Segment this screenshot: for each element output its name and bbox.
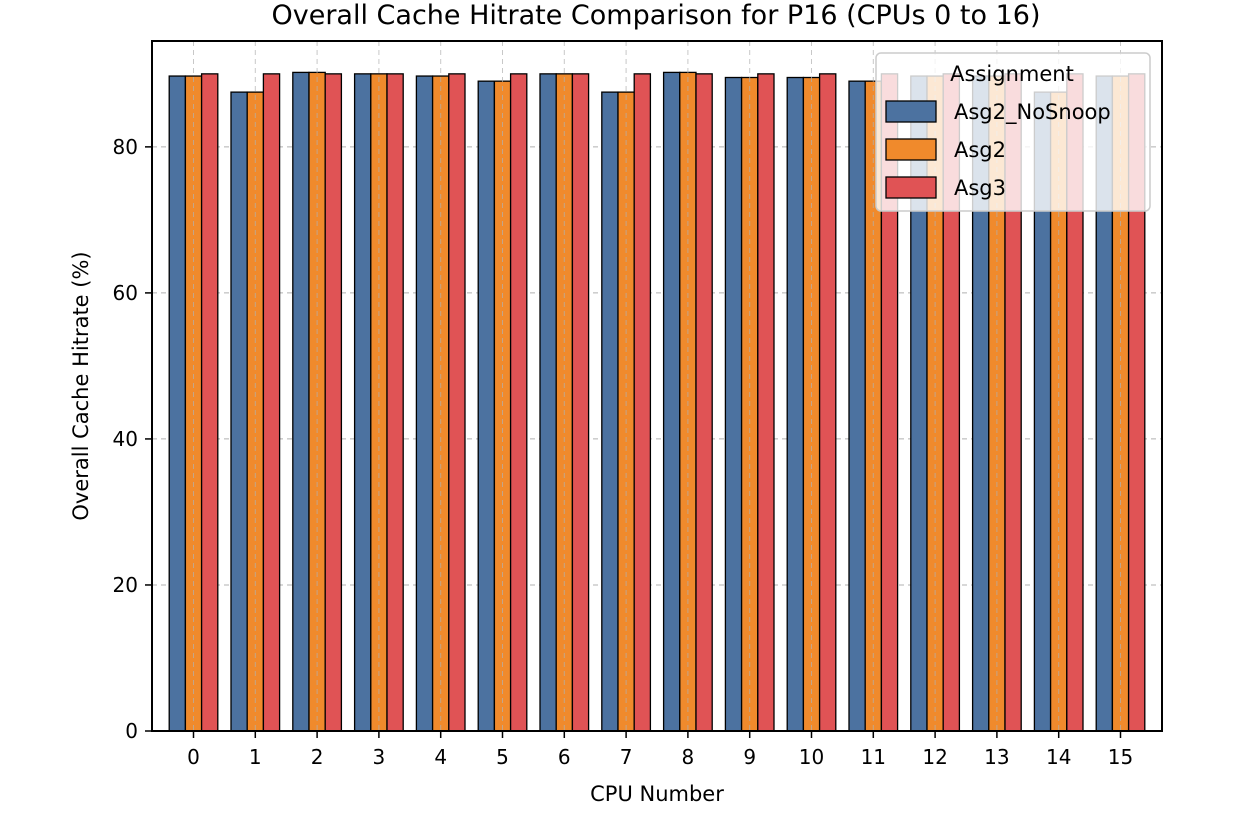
- x-tick-label: 4: [434, 745, 447, 769]
- x-tick-label: 14: [1046, 745, 1071, 769]
- bar-asg2-nosnoop-cpu-5: [477, 80, 496, 732]
- x-tick-label: 7: [620, 745, 633, 769]
- bar-asg3-cpu-9: [757, 73, 775, 732]
- y-tick-label: 80: [113, 135, 138, 159]
- y-tick-label: 60: [113, 281, 138, 305]
- bar-asg3-cpu-1: [262, 73, 281, 732]
- bar-asg2-nosnoop-cpu-2: [292, 71, 310, 732]
- bar-asg3-cpu-8: [695, 73, 713, 732]
- y-tick-label: 0: [125, 719, 138, 743]
- bar-asg3-cpu-10: [818, 73, 837, 732]
- bar-asg2-nosnoop-cpu-4: [415, 75, 434, 732]
- plot-frame: [151, 40, 1163, 732]
- bar-asg2-nosnoop-cpu-7: [601, 91, 619, 732]
- bar-asg2-nosnoop-cpu-11: [848, 80, 866, 732]
- bar-asg2-nosnoop-cpu-0: [168, 75, 187, 732]
- x-axis-label: CPU Number: [590, 782, 724, 806]
- x-tick-label: 13: [984, 745, 1009, 769]
- x-tick-label: 6: [558, 745, 571, 769]
- legend-swatch-asg2-nosnoop: [885, 100, 937, 123]
- x-tick-label: 11: [861, 745, 886, 769]
- bar-asg3-cpu-4: [448, 73, 466, 732]
- x-tick-label: 12: [922, 745, 947, 769]
- y-tick-label: 40: [113, 427, 138, 451]
- x-tick-label: 2: [311, 745, 324, 769]
- x-tick-label: 5: [496, 745, 509, 769]
- x-tick-label: 15: [1108, 745, 1133, 769]
- x-tick-label: 3: [373, 745, 386, 769]
- y-tick-label: 20: [113, 573, 138, 597]
- legend-box: [875, 52, 1151, 212]
- legend-swatch-asg2: [885, 138, 937, 161]
- bar-asg3-cpu-0: [200, 73, 219, 732]
- legend-label-asg3: Asg3: [954, 176, 1006, 200]
- legend-label-asg2-nosnoop: Asg2_NoSnoop: [954, 100, 1111, 125]
- bar-asg3-cpu-2: [324, 73, 343, 732]
- bar-asg2-nosnoop-cpu-3: [353, 73, 372, 732]
- legend-items: Asg2_NoSnoop Asg2 Asg3: [885, 100, 1111, 200]
- bar-asg3-cpu-7: [633, 73, 652, 732]
- bar-asg2-nosnoop-cpu-9: [724, 76, 743, 732]
- legend-swatch-asg3: [885, 176, 937, 199]
- chart-title: Overall Cache Hitrate Comparison for P16…: [271, 0, 1040, 31]
- bar-asg2-nosnoop-cpu-1: [230, 91, 248, 732]
- x-tick-label: 8: [682, 745, 695, 769]
- x-tick-label: 1: [249, 745, 262, 769]
- bar-asg2-nosnoop-cpu-8: [662, 71, 681, 732]
- legend-title: Assignment: [950, 62, 1074, 86]
- bar-asg3-cpu-6: [571, 73, 590, 732]
- bar-asg2-nosnoop-cpu-6: [539, 73, 557, 732]
- x-tick-label: 0: [187, 745, 200, 769]
- legend-label-asg2: Asg2: [954, 138, 1006, 162]
- x-tick-label: 10: [799, 745, 824, 769]
- y-axis-label: Overall Cache Hitrate (%): [69, 251, 93, 520]
- bar-asg3-cpu-5: [509, 73, 528, 732]
- bar-asg3-cpu-3: [386, 73, 404, 732]
- legend: Assignment Asg2_NoSnoop Asg2 Asg3: [875, 52, 1151, 212]
- bar-asg2-nosnoop-cpu-10: [786, 76, 805, 732]
- x-tick-label: 9: [743, 745, 756, 769]
